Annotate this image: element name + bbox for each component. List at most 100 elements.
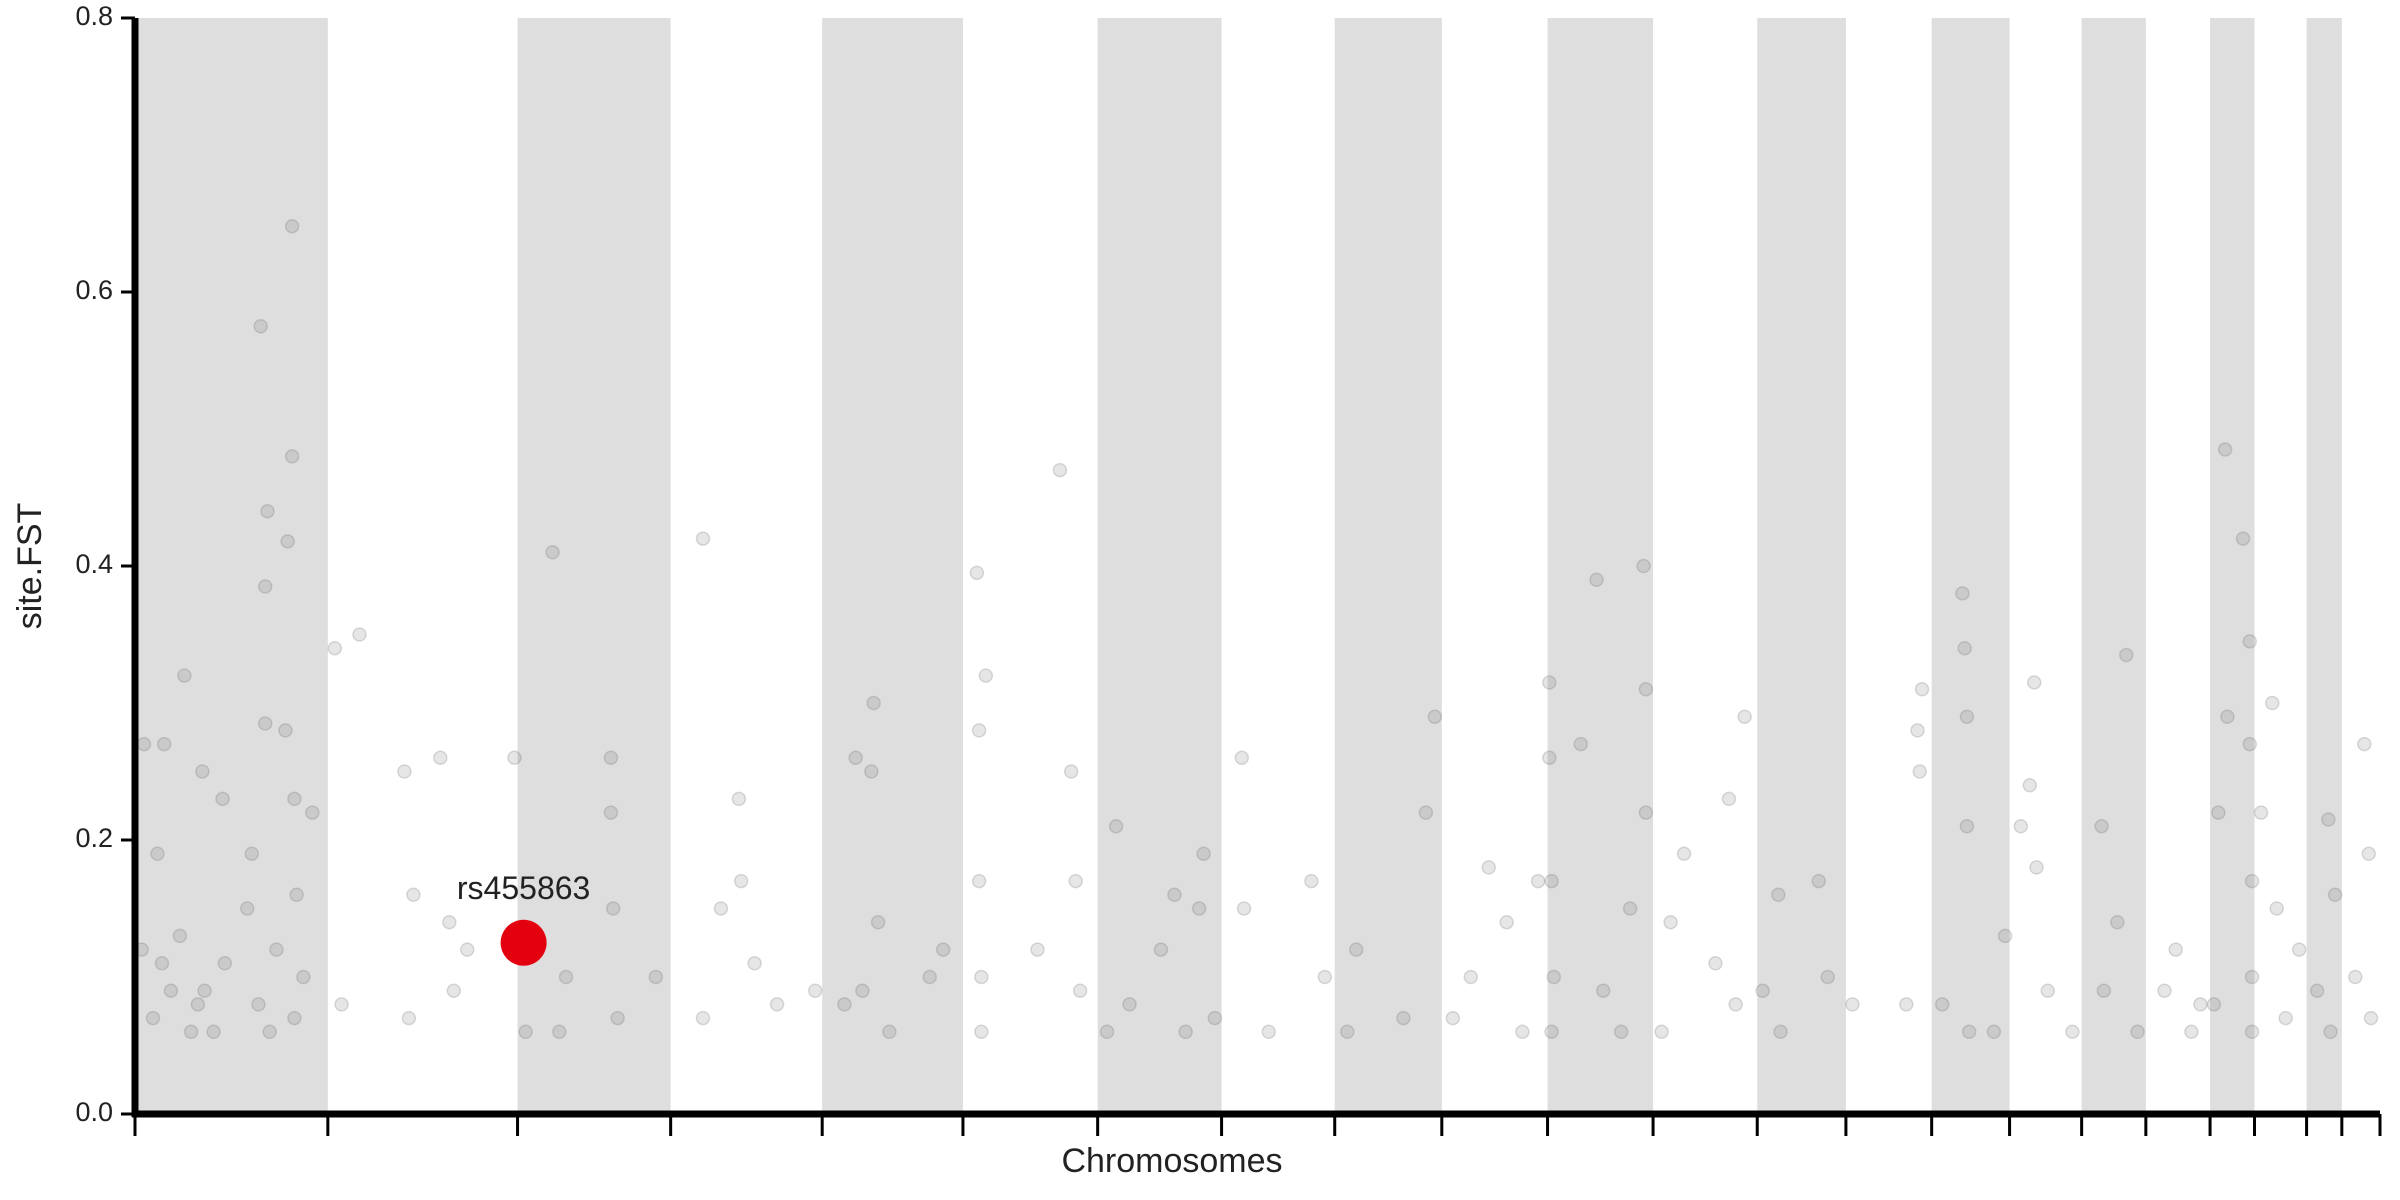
data-point [971,723,987,738]
data-point [605,901,621,916]
data-point [1961,1024,1977,1040]
data-point [446,983,462,998]
data-point [1899,997,1914,1012]
y-axis-title: site.FST [11,503,49,630]
data-point [695,531,711,546]
data-point [206,1024,221,1040]
data-point [1349,942,1364,957]
data-point [2184,1024,2199,1040]
data-point [1481,860,1496,875]
data-point [1072,983,1088,998]
data-point [2029,860,2044,875]
data-point [460,942,475,957]
y-tick-label: 0.4 [75,549,113,579]
data-point [837,997,852,1012]
data-point [327,640,343,656]
data-point [2217,442,2233,457]
data-point [296,969,311,985]
data-point [1708,956,1723,971]
data-point [969,565,985,581]
data-point [1052,462,1068,478]
data-point [251,997,266,1012]
data-point [2096,983,2112,998]
data-point [1544,1024,1559,1040]
data-point [136,736,152,752]
data-point [1737,709,1752,724]
data-point [305,805,320,820]
data-point [172,928,188,944]
data-point [2348,969,2363,985]
data-point [2291,942,2307,957]
chromosome-band [1097,18,1222,1114]
data-point [518,1024,533,1040]
data-point [1418,805,1434,820]
data-point [2119,647,2134,663]
data-point [280,534,295,549]
data-point [2269,901,2284,916]
data-point [1654,1024,1669,1040]
data-point [217,956,233,971]
data-point [253,319,268,334]
data-point [2220,709,2235,724]
data-point [1063,764,1079,779]
data-point [1153,942,1169,957]
data-point [1068,873,1083,889]
data-point [406,887,421,903]
data-point [2363,1010,2379,1026]
chromosome-band [1757,18,1846,1114]
data-point [2323,1024,2338,1040]
data-point [284,218,300,234]
data-point [352,627,367,642]
data-point [866,695,881,711]
chromosome-band [1931,18,2010,1114]
chromosome-band [2081,18,2146,1114]
data-point [260,503,275,519]
data-point [1986,1024,2002,1040]
chromosome-band [822,18,963,1114]
y-tick-label: 0.0 [75,1097,113,1127]
data-point [177,668,192,683]
data-point [1499,914,1514,930]
data-point [1613,1024,1629,1040]
data-point [150,846,165,861]
data-point [1178,1024,1193,1040]
data-point [244,846,259,861]
data-point [610,1010,625,1026]
data-point [257,579,273,594]
data-point [1191,901,1207,916]
data-point [2278,1010,2293,1026]
data-point [2361,846,2377,861]
data-point [2022,777,2038,793]
data-point [1207,1010,1223,1026]
data-point [1099,1024,1115,1040]
data-point [1030,942,1045,957]
data-point [1997,928,2013,944]
data-point [1622,901,1638,916]
data-point [935,942,951,957]
data-point [1196,846,1211,861]
y-tick-label: 0.8 [75,1,113,31]
data-point [974,969,989,985]
data-point [145,1010,161,1026]
data-point [1845,997,1860,1012]
data-point [1167,887,1182,903]
data-point [1317,969,1333,985]
data-point [2168,942,2183,957]
highlight-point [500,919,547,966]
data-point [1638,682,1654,697]
chromosome-band [2306,18,2342,1114]
data-point [1721,791,1737,807]
data-point [2110,914,2125,930]
data-point [2242,736,2258,752]
data-point [864,764,879,779]
data-point [1234,750,1250,766]
data-point [2244,969,2260,985]
data-point [1728,997,1743,1012]
data-point [262,1024,277,1040]
data-point [603,805,619,820]
data-point [215,791,230,807]
data-point [807,983,823,998]
data-point [1544,873,1559,889]
data-point [442,914,457,930]
data-point [974,1024,989,1040]
